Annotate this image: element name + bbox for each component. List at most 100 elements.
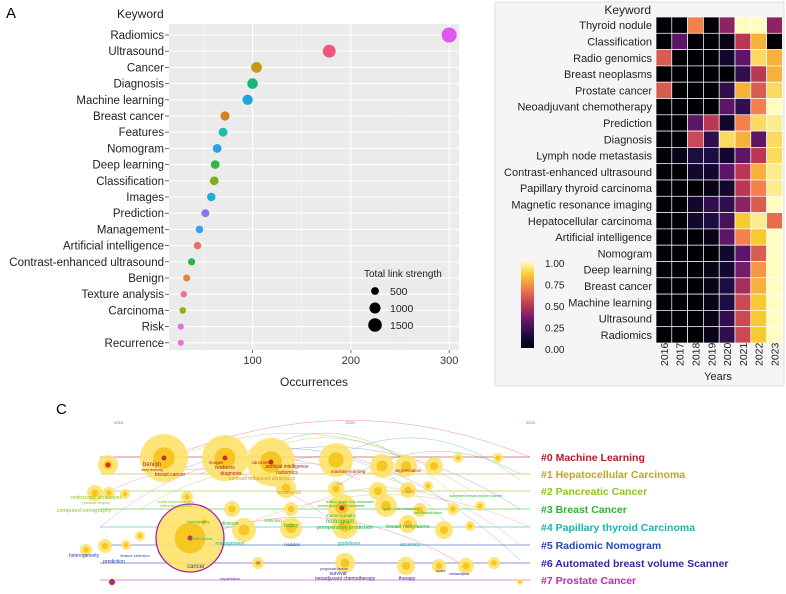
heatmap-cell bbox=[687, 244, 704, 262]
heatmap-cell bbox=[703, 98, 720, 116]
panel-a-keyword-label: Machine learning bbox=[76, 95, 164, 107]
timeline-node-label: machine learning bbox=[331, 469, 366, 474]
heatmap-cell bbox=[703, 114, 720, 132]
panel-b-row-label: Artificial intelligence bbox=[555, 232, 652, 244]
heatmap-cell bbox=[766, 277, 783, 295]
heatmap-cell bbox=[750, 65, 767, 83]
panel-a-keyword-label: Ultrasound bbox=[108, 46, 164, 58]
heatmap-cell bbox=[750, 310, 767, 328]
timeline-node-core bbox=[101, 542, 109, 550]
timeline-node-label: selection bbox=[264, 518, 282, 523]
dot-cancer bbox=[251, 62, 262, 73]
timeline-node-core bbox=[425, 483, 431, 489]
panel-a-keyword-label: Classification bbox=[96, 176, 164, 188]
panel-b-year-label: 2023 bbox=[770, 342, 782, 366]
heatmap-cell bbox=[703, 326, 720, 344]
panel-b-row-label: Neoadjuvant chemotherapy bbox=[517, 102, 652, 114]
size-legend-dot bbox=[371, 287, 379, 295]
heatmap-cell bbox=[718, 16, 736, 34]
timeline-year-start: 2016 bbox=[114, 420, 124, 425]
heatmap-cell bbox=[655, 310, 673, 328]
panel-b-x-axis-label: Years bbox=[704, 371, 732, 383]
panel-b-row-label: Radio genomics bbox=[573, 53, 652, 65]
heatmap-cell bbox=[766, 65, 783, 83]
heatmap-cell bbox=[766, 147, 783, 165]
dot-benign bbox=[183, 274, 191, 282]
panel-b-year-label: 2020 bbox=[722, 342, 734, 366]
panel-a-keyword-label: Deep learning bbox=[92, 160, 164, 172]
timeline-node-label: prognostic factors bbox=[320, 567, 348, 571]
heatmap-cell bbox=[734, 261, 752, 279]
heatmap-cell bbox=[734, 277, 752, 295]
timeline-node-label: axillary lymph node metastasis bbox=[326, 500, 374, 504]
panel-b-row-label: Prostate cancer bbox=[575, 85, 652, 97]
heatmap-cell bbox=[703, 16, 720, 34]
heatmap-cell bbox=[703, 81, 720, 99]
timeline-node-center bbox=[187, 535, 193, 541]
timeline-node-label: carcinoma bbox=[252, 460, 273, 465]
timeline-node-core bbox=[339, 520, 351, 532]
heatmap-cell bbox=[766, 81, 783, 99]
panel-b-row-label: Lymph node metastasis bbox=[536, 151, 652, 163]
dot-carcinoma bbox=[179, 307, 187, 314]
timeline-node-core bbox=[439, 525, 449, 535]
timeline-node-core bbox=[381, 501, 391, 511]
heatmap-cell bbox=[703, 179, 720, 197]
timeline-node-label: central lymph node metastasis bbox=[317, 504, 365, 508]
panel-a-keyword-label: Carcinoma bbox=[108, 305, 164, 317]
cluster-label-3: #3 Breast Cancer bbox=[541, 504, 627, 516]
heatmap-cell bbox=[718, 147, 736, 165]
heatmap-cell bbox=[671, 81, 688, 99]
heatmap-cell bbox=[671, 98, 688, 116]
panel-a-keyword-label: Nomogram bbox=[107, 143, 164, 155]
timeline-node-core bbox=[401, 461, 411, 471]
heatmap-cell bbox=[687, 228, 704, 246]
heatmap-cell bbox=[687, 261, 704, 279]
timeline-year-end: 2023 bbox=[526, 420, 536, 425]
timeline-node-core bbox=[467, 523, 473, 529]
heatmap-cell bbox=[687, 98, 704, 116]
heatmap-cell bbox=[750, 179, 767, 197]
timeline-node-center bbox=[222, 455, 228, 461]
timeline-node-label: contrast enhanced ultrasound bbox=[229, 476, 295, 482]
cluster-label-5: #5 Radiomic Nomogram bbox=[541, 540, 661, 552]
timeline-node-label: breast neoplasms bbox=[386, 524, 430, 530]
panel-b-keyword-heatmap: Keyword Thyroid nodule Classification Radi… bbox=[494, 1, 785, 387]
dot-texture-analysis bbox=[180, 291, 187, 298]
heatmap-cell bbox=[766, 293, 783, 311]
heatmap-cell bbox=[750, 326, 767, 344]
heatmap-cell bbox=[655, 326, 673, 344]
panel-a-keyword-label: Texture analysis bbox=[82, 289, 165, 301]
heatmap-cell bbox=[718, 228, 736, 246]
panel-a-keyword-label: Diagnosis bbox=[114, 79, 165, 91]
heatmap-cell bbox=[750, 49, 767, 67]
timeline-year-mid: 2020 bbox=[346, 420, 356, 425]
size-legend-label: 500 bbox=[390, 286, 408, 298]
timeline-node-label: prediction bbox=[103, 559, 125, 565]
heatmap-cell bbox=[671, 114, 688, 132]
colorbar-tick-label: 1.00 bbox=[545, 259, 565, 270]
heatmap-cell bbox=[718, 195, 736, 213]
timeline-node-core bbox=[450, 506, 456, 512]
timeline-node-ring bbox=[155, 503, 225, 573]
heatmap-cell bbox=[750, 244, 767, 262]
timeline-node-core bbox=[328, 452, 344, 468]
heatmap-cell bbox=[687, 179, 704, 197]
heatmap-cell bbox=[734, 65, 752, 83]
heatmap-cell bbox=[671, 195, 688, 213]
heatmap-cell bbox=[766, 114, 783, 132]
panel-label-a: A bbox=[6, 5, 16, 22]
timeline-node-core bbox=[340, 558, 350, 568]
panel-b-year-label: 2019 bbox=[706, 342, 718, 366]
heatmap-cell bbox=[655, 212, 673, 230]
timeline-node-label: nodules bbox=[284, 542, 301, 547]
cluster-label-6: #6 Automated breast volume Scanner bbox=[541, 558, 729, 570]
heatmap-cell bbox=[718, 310, 736, 328]
timeline-node-label: risk bbox=[337, 481, 343, 486]
panel-a-keyword-label: Artificial intelligence bbox=[63, 241, 164, 253]
heatmap-cell bbox=[655, 32, 673, 50]
heatmap-cell bbox=[750, 293, 767, 311]
panel-b-year-label: 2022 bbox=[754, 342, 766, 366]
heatmap-cell bbox=[655, 195, 673, 213]
